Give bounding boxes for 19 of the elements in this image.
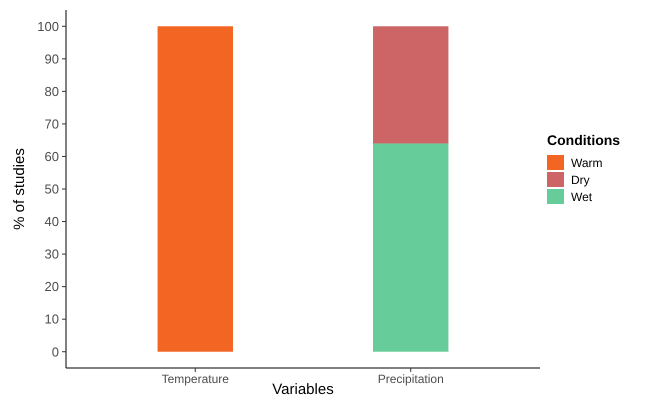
y-tick-label: 30 xyxy=(44,246,59,262)
legend-label: Dry xyxy=(571,173,590,188)
y-tick-label: 40 xyxy=(44,214,59,230)
y-tick-label: 70 xyxy=(44,116,59,132)
y-tick-label: 20 xyxy=(44,279,59,294)
y-tick-label: 80 xyxy=(44,84,59,99)
y-tick-label: 10 xyxy=(44,312,59,327)
y-axis-title: % of studies xyxy=(11,148,28,230)
y-tick-label: 0 xyxy=(52,344,59,360)
legend-title: Conditions xyxy=(547,132,620,148)
y-tick-label: 60 xyxy=(44,149,59,164)
y-tick-label: 90 xyxy=(44,51,59,66)
y-tick-label: 50 xyxy=(44,182,59,197)
x-axis-title: Variables xyxy=(272,381,334,398)
legend-label: Wet xyxy=(571,190,593,204)
x-tick-label: Precipitation xyxy=(378,372,444,386)
x-tick-label: Temperature xyxy=(162,372,230,386)
legend-label: Warm xyxy=(571,156,603,170)
y-tick-label: 100 xyxy=(37,18,59,34)
